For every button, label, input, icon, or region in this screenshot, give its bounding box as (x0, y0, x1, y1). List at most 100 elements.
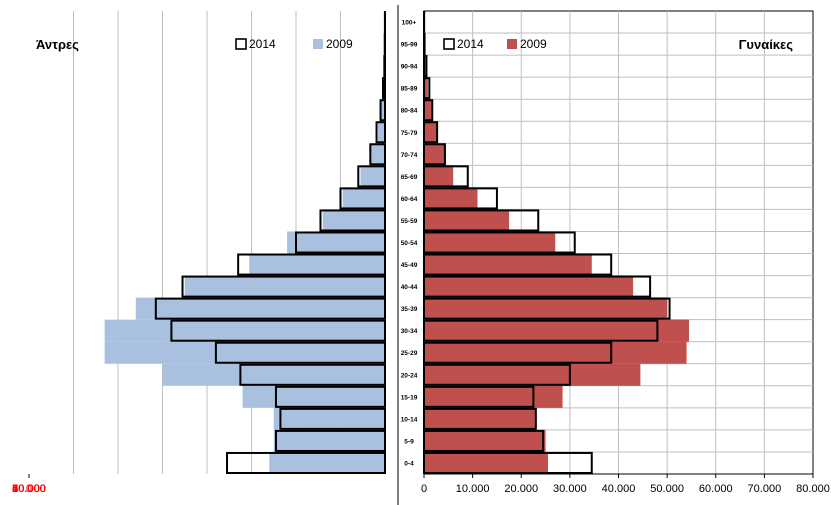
men-bar-2009 (242, 385, 385, 408)
women-tick-label: 50.000 (650, 483, 684, 495)
men-bar-2014 (375, 121, 387, 144)
men-bar-2014 (357, 165, 386, 188)
women-bar-2009 (424, 187, 478, 210)
men-bar-2014 (383, 55, 386, 78)
age-group-label: 45-49 (401, 262, 418, 269)
men-bar-2014 (381, 77, 386, 100)
women-bar-2014 (423, 297, 671, 320)
age-group-label: 30-34 (401, 328, 418, 335)
women-bar-2009 (424, 385, 563, 408)
women-bar-2009 (424, 297, 668, 320)
men-bar-2014 (369, 143, 387, 166)
women-bar-2009 (424, 253, 592, 276)
women-tick-label: 20.000 (504, 483, 538, 495)
men-bar-2009 (287, 231, 385, 254)
age-group-label: 70-74 (401, 152, 418, 159)
women-bar-2014 (423, 55, 428, 78)
men-bar-2009 (162, 363, 385, 386)
women-bar-2014 (423, 319, 659, 342)
women-bar-2014 (423, 253, 613, 276)
women-bar-2014 (423, 77, 431, 100)
women-legend-2014-label: 2014 (457, 37, 484, 51)
men-bar-2014 (319, 209, 387, 232)
men-bar-2009 (273, 429, 385, 452)
men-bar-2009 (273, 407, 385, 430)
men-tick-label: 50.000 (12, 483, 46, 495)
men-bar-2009 (269, 451, 385, 474)
women-tick-label: 60.000 (699, 483, 733, 495)
men-bar-2014 (226, 451, 386, 475)
men-bar-2009 (370, 143, 385, 166)
men-bar-2009 (360, 165, 385, 188)
men-tick-label: 0 (26, 483, 32, 495)
men-bar-2014 (181, 275, 386, 298)
men-bar-2014 (170, 319, 386, 342)
age-group-label: 100+ (402, 20, 417, 27)
men-bar-2014 (239, 363, 386, 386)
women-bar-2009 (424, 319, 690, 342)
women-bar-2009 (424, 341, 687, 364)
men-tick-label: 40.000 (12, 483, 46, 495)
women-bar-2014 (423, 209, 540, 232)
men-tick-label: 80.000 (12, 483, 46, 495)
women-tick-label: 10.000 (456, 483, 490, 495)
women-bar-2014 (423, 363, 571, 386)
age-group-label: 25-29 (401, 350, 418, 357)
men-legend-2014-swatch (235, 38, 247, 50)
men-bar-2009 (104, 319, 386, 342)
women-bar-2009 (424, 77, 428, 100)
women-bar-2009 (424, 407, 536, 430)
men-bar-2009 (377, 121, 385, 144)
women-bar-2014 (423, 121, 439, 144)
men-bar-2014 (379, 99, 386, 122)
men-tick-label: 70.000 (12, 483, 46, 495)
age-labels: 0-4 5-9 10-14 15-19 20-24 25-29 30-34 35-39 40-4… (397, 5, 418, 505)
men-bar-2014 (237, 253, 386, 276)
men-title: Άντρες (36, 37, 79, 52)
men-tick-label: 60.000 (12, 483, 46, 495)
titles-and-legends: Άντρες Γυναίκες 2014 2009 2014 2009 (36, 37, 793, 52)
women-legend-2014-swatch (443, 38, 455, 50)
women-panel: 0 10.000 20.000 30.000 40.000 50.000 60.000 70.… (421, 10, 830, 495)
age-group-label: 0-4 (404, 460, 414, 467)
women-bar-2014 (423, 407, 537, 430)
men-bar-2014 (274, 385, 387, 408)
women-tick-label: 0 (421, 483, 427, 495)
women-bar-2014 (423, 341, 613, 364)
women-bar-2009 (424, 451, 548, 474)
age-group-label: 75-79 (401, 130, 418, 137)
women-bar-2014 (423, 187, 498, 210)
women-bar-2014 (423, 99, 434, 122)
men-bar-2009 (249, 253, 385, 276)
women-bar-2009 (424, 165, 454, 188)
men-tick-label: 20.000 (12, 483, 46, 495)
men-bar-2009 (184, 275, 385, 298)
men-legend-2014-label: 2014 (249, 37, 276, 51)
men-bar-2009 (104, 341, 386, 364)
age-group-label: 15-19 (401, 394, 418, 401)
age-group-label: 40-44 (401, 284, 418, 291)
women-bar-2009 (424, 99, 432, 122)
men-bar-2009 (322, 209, 385, 232)
women-bar-2014 (423, 451, 593, 475)
men-bar-2014 (214, 341, 386, 364)
age-group-label: 65-69 (401, 174, 418, 181)
men-bar-2009 (135, 297, 385, 320)
women-bar-2009 (424, 209, 510, 232)
women-tick-label: 30.000 (553, 483, 587, 495)
age-group-label: 35-39 (401, 306, 418, 313)
women-title: Γυναίκες (739, 37, 794, 52)
women-bar-2014 (423, 143, 446, 166)
age-group-label: 95-99 (401, 42, 418, 49)
men-bar-2014 (279, 407, 386, 430)
age-group-label: 20-24 (401, 372, 418, 379)
women-tick-label: 40.000 (602, 483, 636, 495)
women-bar-2014 (423, 385, 535, 408)
women-legend-2009-label: 2009 (520, 37, 547, 51)
women-bar-2014 (423, 429, 545, 452)
women-bar-2014 (423, 33, 426, 56)
women-bar-2014 (423, 165, 469, 188)
age-group-label: 55-59 (401, 218, 418, 225)
